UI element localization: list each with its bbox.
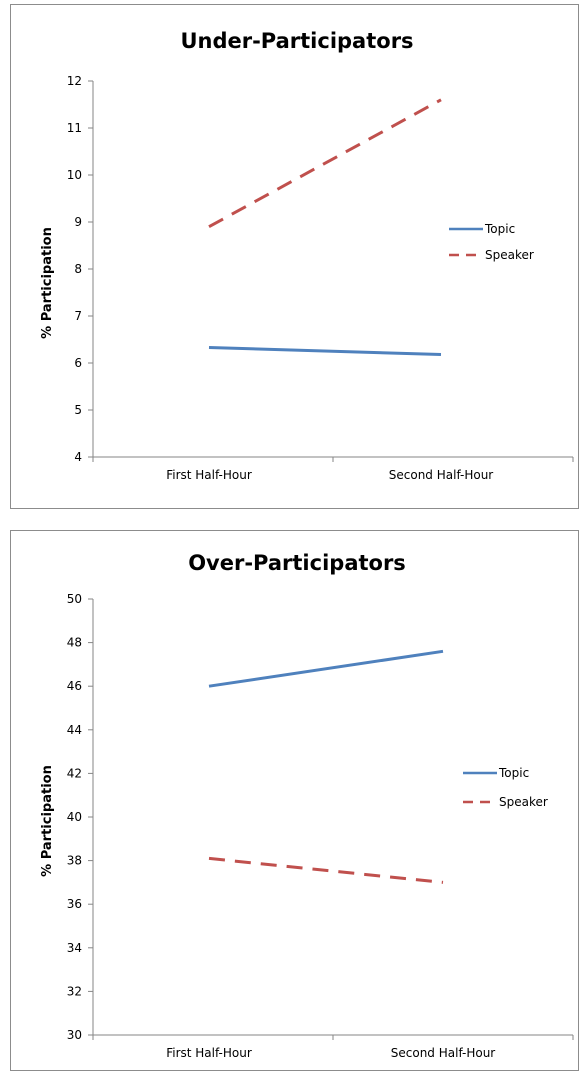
legend-label-speaker: Speaker [499, 795, 548, 809]
chart-panel-under: Under-Participators % Participation 4 5 6 7… [10, 4, 579, 509]
chart-panel-over: Over-Participators % Participation 30 32 3… [10, 530, 579, 1071]
series-line-speaker [208, 856, 444, 884]
y-tick-label: 9 [74, 215, 82, 229]
y-axis-label: % Participation [40, 765, 55, 877]
y-tick-label: 34 [67, 941, 82, 955]
y-tick-label: 38 [67, 854, 82, 868]
y-tick-label: 11 [67, 121, 82, 135]
chart-over-participators: Over-Participators % Participation 30 32 3… [40, 551, 574, 1060]
legend-label-topic: Topic [498, 766, 529, 780]
chart-under-participators: Under-Participators % Participation 4 5 6 7… [40, 29, 574, 482]
y-axis-label: % Participation [40, 227, 55, 339]
y-tick-label: 10 [67, 168, 82, 182]
y-tick-label: 48 [67, 636, 82, 650]
series-line-speaker [208, 98, 442, 229]
y-tick-label: 46 [67, 679, 82, 693]
series-line-topic [208, 649, 444, 688]
legend-label-topic: Topic [484, 222, 515, 236]
y-tick-label: 42 [67, 766, 82, 780]
y-tick-label: 8 [74, 262, 82, 276]
chart-title: Over-Participators [188, 551, 406, 575]
y-tick-label: 5 [74, 403, 82, 417]
y-tick-label: 40 [67, 810, 82, 824]
x-tick-label: Second Half-Hour [391, 1046, 496, 1060]
y-tick-label: 7 [74, 309, 82, 323]
x-tick-label: First Half-Hour [166, 1046, 252, 1060]
legend-label-speaker: Speaker [485, 248, 534, 262]
y-tick-label: 32 [67, 984, 82, 998]
x-tick-label: First Half-Hour [166, 468, 252, 482]
y-tick-label: 50 [67, 592, 82, 606]
x-tick-label: Second Half-Hour [389, 468, 494, 482]
chart-title: Under-Participators [180, 29, 413, 53]
y-tick-label: 36 [67, 897, 82, 911]
y-tick-label: 6 [74, 356, 82, 370]
y-tick-label: 30 [67, 1028, 82, 1042]
series-line-topic [208, 345, 442, 357]
y-tick-label: 44 [67, 723, 82, 737]
y-tick-label: 4 [74, 450, 82, 464]
y-tick-label: 12 [67, 74, 82, 88]
